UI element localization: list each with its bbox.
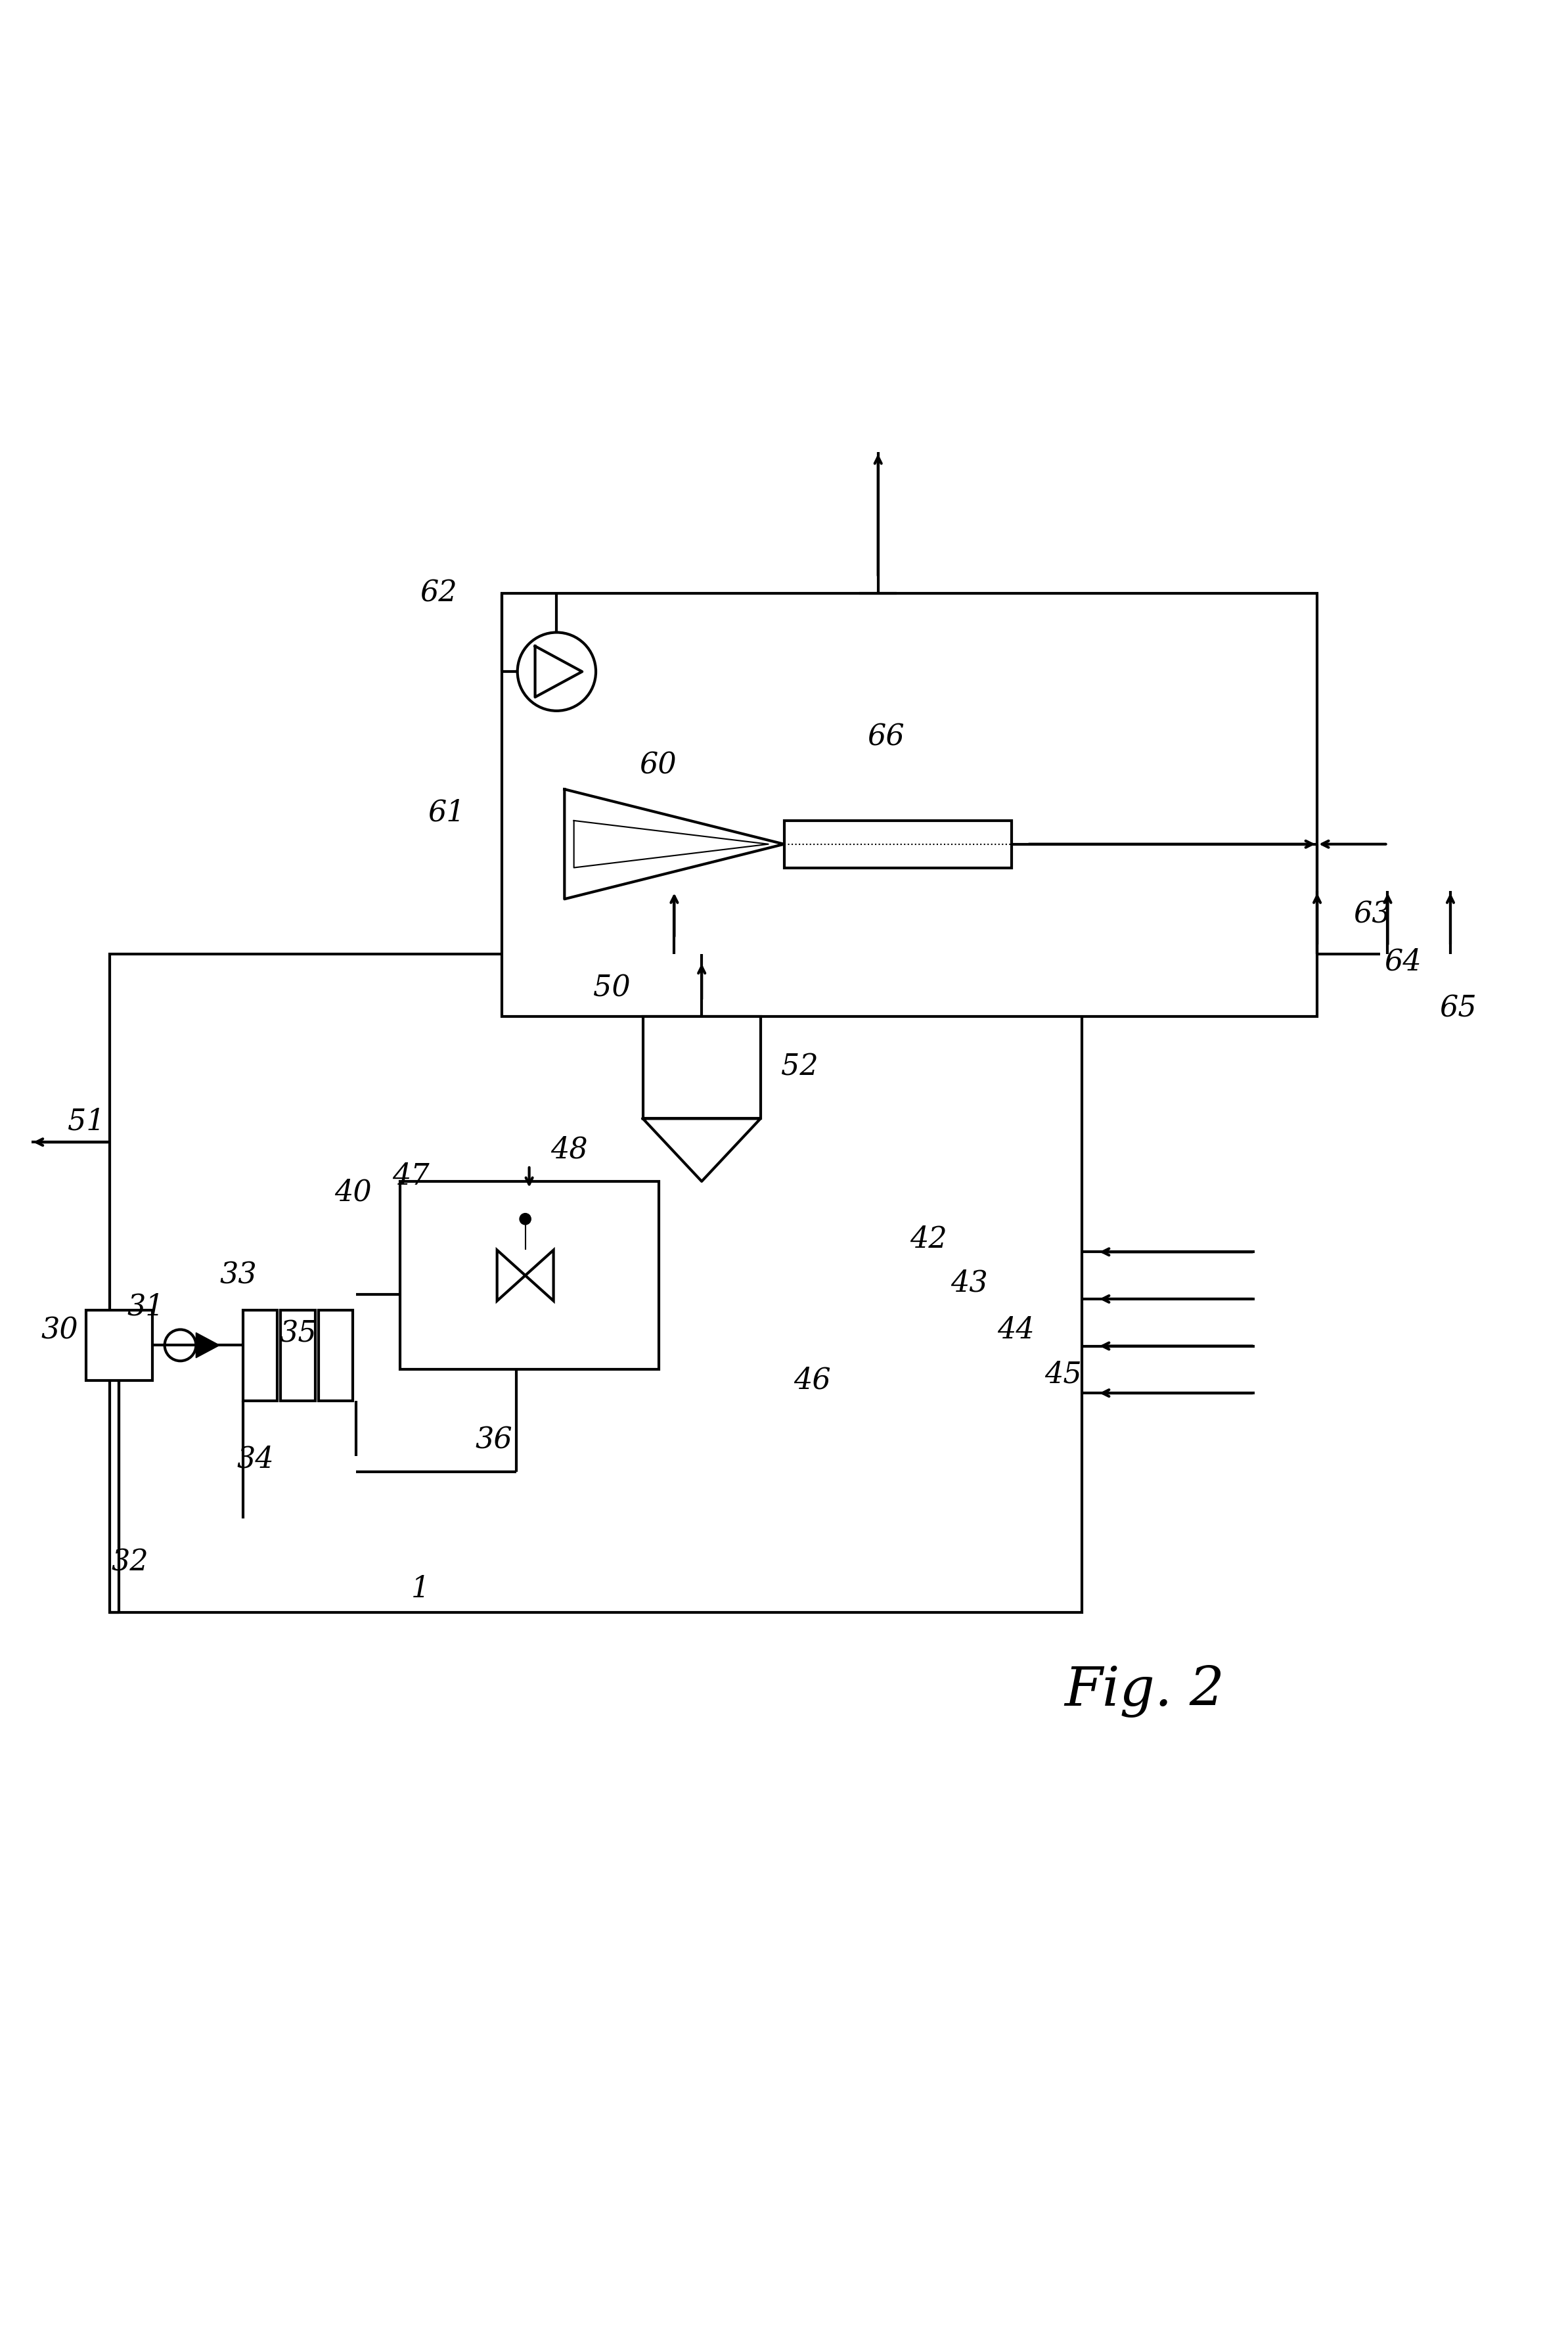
Text: 51: 51: [67, 1108, 105, 1136]
Text: 62: 62: [420, 580, 458, 608]
Text: 34: 34: [237, 1446, 274, 1474]
Polygon shape: [574, 821, 768, 868]
Text: 60: 60: [640, 751, 677, 779]
Text: 61: 61: [428, 798, 466, 826]
Text: 43: 43: [950, 1270, 988, 1298]
Text: 40: 40: [334, 1178, 372, 1206]
Text: 64: 64: [1385, 948, 1422, 976]
Text: 46: 46: [793, 1366, 831, 1394]
Text: 45: 45: [1044, 1359, 1082, 1389]
Bar: [86, 1310, 152, 1380]
Text: 30: 30: [41, 1317, 78, 1345]
Polygon shape: [525, 1251, 554, 1300]
Text: 1: 1: [411, 1575, 430, 1603]
Bar: [318, 1310, 353, 1401]
Text: 66: 66: [867, 723, 905, 751]
Bar: [281, 1310, 315, 1401]
Text: 31: 31: [127, 1293, 165, 1321]
Text: 50: 50: [593, 974, 630, 1002]
Text: 32: 32: [111, 1549, 149, 1577]
Bar: [243, 1310, 278, 1401]
Bar: [643, 1016, 760, 1120]
Bar: [110, 953, 1082, 1612]
Text: 48: 48: [550, 1136, 588, 1164]
Text: 42: 42: [909, 1225, 947, 1253]
Bar: [784, 821, 1011, 868]
Bar: [502, 594, 1317, 1016]
Text: 33: 33: [220, 1260, 257, 1289]
Polygon shape: [643, 1120, 760, 1181]
Text: 52: 52: [781, 1054, 818, 1082]
Text: 36: 36: [475, 1427, 513, 1455]
Polygon shape: [196, 1333, 220, 1359]
Polygon shape: [497, 1251, 525, 1300]
Text: 44: 44: [997, 1317, 1035, 1345]
Text: 63: 63: [1353, 901, 1391, 929]
Text: 47: 47: [392, 1162, 430, 1190]
Text: 65: 65: [1439, 995, 1477, 1023]
Bar: [400, 1181, 659, 1371]
Text: Fig. 2: Fig. 2: [1065, 1664, 1225, 1718]
Text: 35: 35: [279, 1319, 317, 1347]
Polygon shape: [564, 789, 784, 899]
Circle shape: [519, 1213, 532, 1225]
